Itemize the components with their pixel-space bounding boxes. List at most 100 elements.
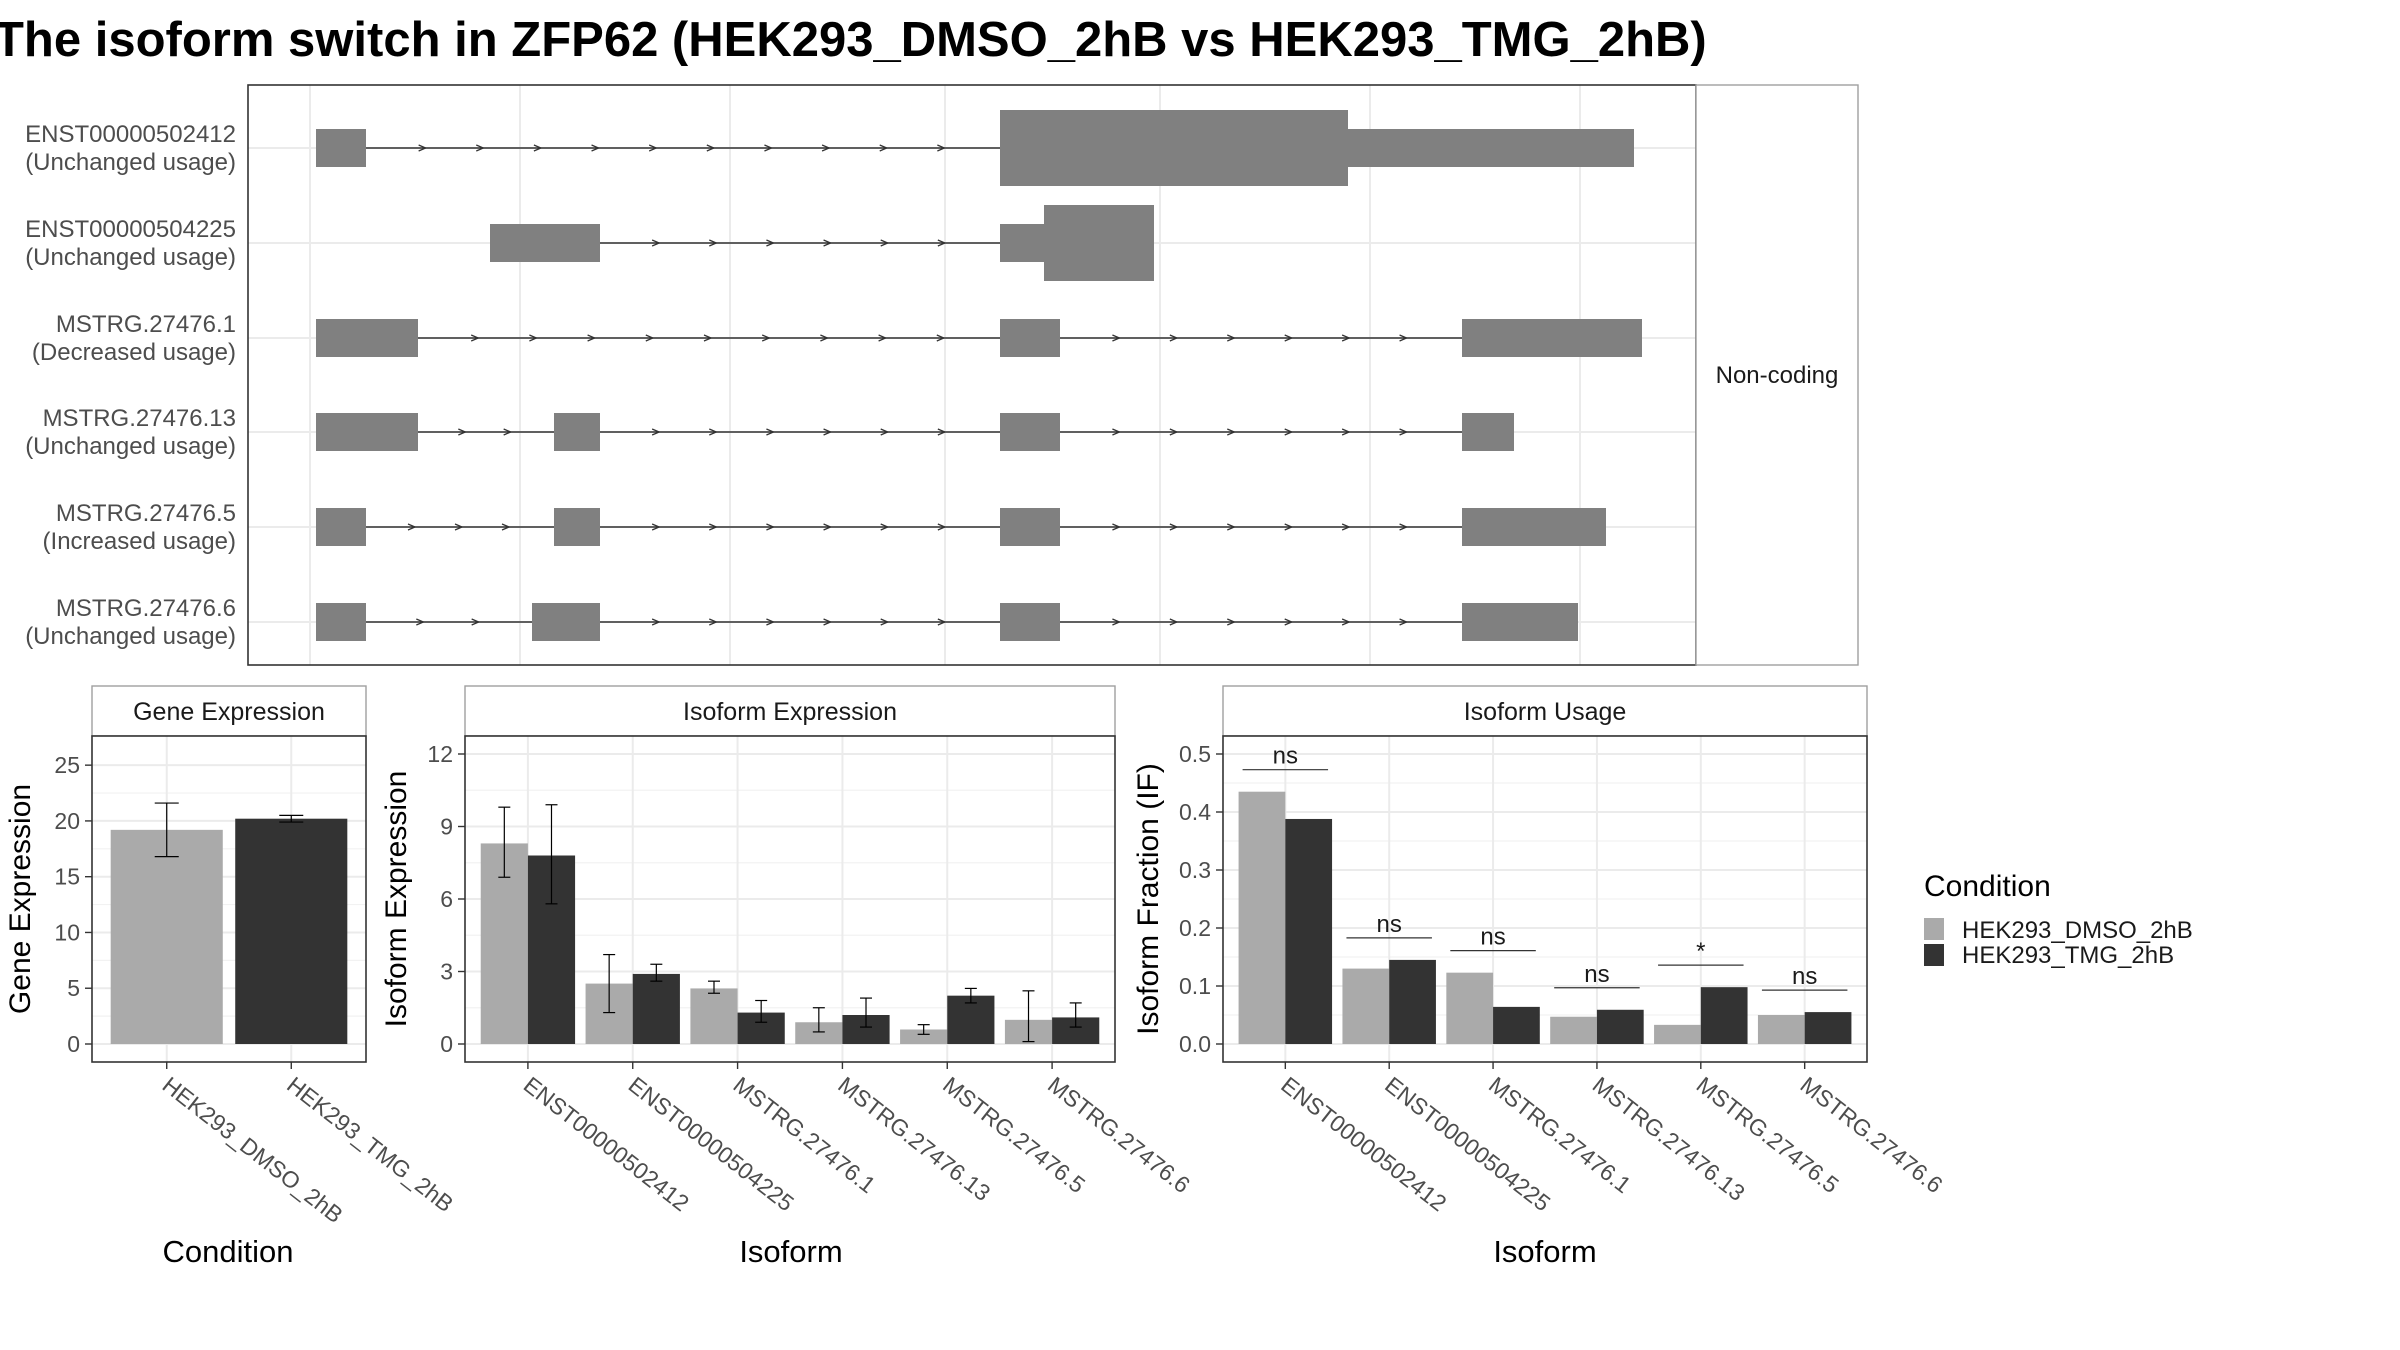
error-bar xyxy=(498,806,511,878)
bar xyxy=(1804,1012,1852,1044)
intron-arrow xyxy=(709,428,718,436)
intron-arrow xyxy=(651,428,661,436)
bar xyxy=(1389,959,1436,1044)
panel-strip xyxy=(1222,685,1868,737)
intron-arrow xyxy=(1399,523,1409,531)
error-bar xyxy=(812,1007,825,1033)
error-bar xyxy=(603,953,616,1014)
intron-arrow xyxy=(1169,428,1179,436)
exon xyxy=(316,413,418,451)
exon xyxy=(316,508,366,546)
transcript-usage-label: (Unchanged usage) xyxy=(25,149,236,176)
y-tick-label: 0.5 xyxy=(1179,741,1211,767)
intron-arrow xyxy=(821,144,831,152)
transcript-panel-background xyxy=(248,85,1696,665)
exon xyxy=(554,508,600,546)
transcript-usage-label: (Unchanged usage) xyxy=(25,244,236,271)
x-axis-title: Isoform xyxy=(1493,1234,1596,1269)
bar xyxy=(900,1029,948,1044)
intron-arrow xyxy=(1169,523,1179,531)
intron-arrow xyxy=(1227,334,1236,342)
legend-key-dmso xyxy=(1924,918,1944,940)
transcript-id-label: MSTRG.27476.1 xyxy=(56,311,236,338)
intron-arrow xyxy=(458,428,467,436)
y-tick-label: 20 xyxy=(54,808,80,834)
y-tick-label: 10 xyxy=(54,919,80,945)
intron-arrow xyxy=(454,523,464,531)
bar xyxy=(795,1022,843,1044)
error-bar xyxy=(1069,1002,1082,1028)
non-coding-strip xyxy=(1695,84,1859,666)
transcript-track xyxy=(316,508,1606,546)
panel-title: Gene Expression xyxy=(133,698,325,726)
intron-arrow xyxy=(470,334,480,342)
intron-arrow xyxy=(709,618,718,626)
bar xyxy=(1493,1006,1540,1044)
y-tick-label: 0.0 xyxy=(1179,1031,1211,1057)
intron-arrow xyxy=(764,144,774,152)
intron-arrow xyxy=(1399,618,1409,626)
intron-arrow xyxy=(418,144,428,152)
intron-arrow xyxy=(937,144,947,152)
intron-arrow xyxy=(587,334,597,342)
panel-title: Isoform Usage xyxy=(1464,698,1627,726)
plot-border xyxy=(91,735,367,1063)
intron-arrow xyxy=(703,334,713,342)
intron-arrow xyxy=(1284,428,1294,436)
transcript-structure-panel: Non-coding ENST00000502412(Unchanged usa… xyxy=(25,84,1859,666)
transcript-track xyxy=(316,603,1578,641)
error-bar xyxy=(650,963,663,982)
intron-arrow xyxy=(937,618,947,626)
intron-arrow xyxy=(503,428,513,436)
intron-arrow xyxy=(761,334,771,342)
intron-arrow xyxy=(1227,618,1236,626)
transcript-track xyxy=(490,205,1154,281)
significance-label: * xyxy=(1696,938,1705,965)
intron-arrow xyxy=(1169,618,1179,626)
figure-title: The isoform switch in ZFP62 (HEK293_DMSO… xyxy=(0,13,1707,67)
transcript-labels: ENST00000502412(Unchanged usage)ENST0000… xyxy=(25,121,236,650)
y-tick-label: 25 xyxy=(54,752,80,778)
error-bar xyxy=(964,987,977,1004)
intron-arrow xyxy=(936,334,946,342)
transcript-id-label: ENST00000504225 xyxy=(25,216,236,243)
exon xyxy=(1462,603,1578,641)
error-bar xyxy=(917,1024,930,1035)
intron-arrow xyxy=(476,144,485,152)
intron-arrow xyxy=(648,144,658,152)
significance-label: ns xyxy=(1792,963,1817,990)
intron-arrow xyxy=(880,428,890,436)
intron-arrow xyxy=(1399,334,1409,342)
y-axis-title: Isoform Expression xyxy=(380,771,413,1028)
intron-arrow xyxy=(1112,334,1122,342)
y-tick-label: 12 xyxy=(427,741,453,767)
legend-title: Condition xyxy=(1924,870,2051,903)
panel-strip xyxy=(91,685,367,737)
cds-exon xyxy=(1044,205,1154,281)
intron-arrow xyxy=(879,144,889,152)
intron-arrow xyxy=(1227,428,1236,436)
intron-arrow xyxy=(880,239,890,247)
intron-arrow xyxy=(1284,523,1294,531)
y-tick-label: 0 xyxy=(440,1031,453,1057)
y-tick-label: 6 xyxy=(440,886,453,912)
intron-arrow xyxy=(823,239,833,247)
exon xyxy=(1462,319,1642,357)
exon xyxy=(1462,508,1606,546)
intron-arrow xyxy=(709,239,718,247)
bar xyxy=(1285,818,1333,1044)
intron-arrow xyxy=(651,239,661,247)
intron-arrow xyxy=(766,618,776,626)
intron-arrow xyxy=(416,618,425,626)
intron-arrow xyxy=(880,523,890,531)
y-tick-label: 0.3 xyxy=(1179,857,1211,883)
intron-arrow xyxy=(880,618,890,626)
chart-panel-isoform-usage: Isoform Usage ns ns ns ns * ns 0.0 0.1 0.2 0.3 0.4 0… xyxy=(1132,685,1948,1269)
y-tick-label: 5 xyxy=(67,975,80,1001)
transcript-id-label: MSTRG.27476.13 xyxy=(43,405,236,432)
transcript-id-label: MSTRG.27476.6 xyxy=(56,595,236,622)
intron-arrow xyxy=(709,523,718,531)
intron-arrow xyxy=(1112,618,1122,626)
intron-arrow xyxy=(407,523,417,531)
intron-arrow xyxy=(471,618,481,626)
